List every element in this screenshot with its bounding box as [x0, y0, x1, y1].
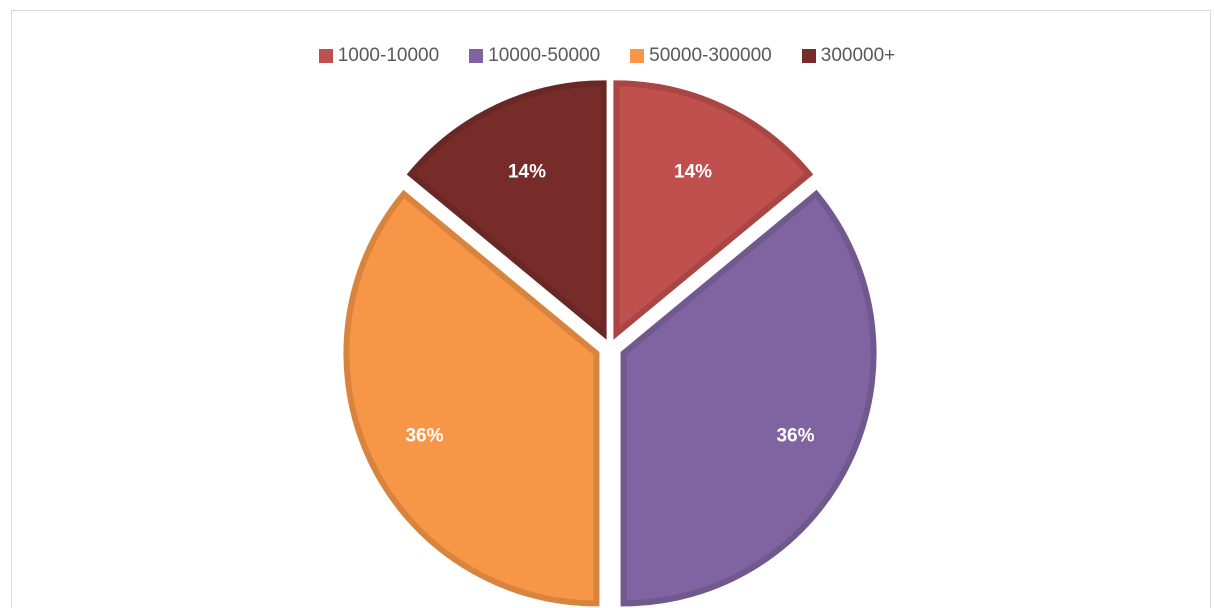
legend-swatch [469, 49, 484, 63]
legend-swatch [801, 49, 816, 63]
legend-item-50000-300000: 50000-300000 [630, 45, 772, 67]
slice-1000-10000 [613, 80, 814, 340]
legend-item-1000-10000: 1000-10000 [318, 45, 440, 67]
slice-300000-plus [406, 80, 607, 340]
chart-legend: 1000-10000 10000-50000 50000-300000 3000… [0, 45, 1214, 67]
legend-label: 10000-50000 [488, 45, 601, 66]
slice-50000-300000 [343, 189, 600, 607]
data-label: 36% [776, 425, 814, 446]
legend-item-10000-50000: 10000-50000 [469, 45, 600, 67]
slice-10000-50000 [620, 189, 877, 607]
data-label: 14% [508, 162, 546, 183]
data-label: 36% [405, 425, 443, 446]
chart-area [11, 10, 1211, 608]
legend-swatch [630, 49, 645, 63]
legend-label: 300000+ [820, 45, 896, 66]
legend-item-300000-plus: 300000+ [801, 45, 896, 67]
legend-label: 1000-10000 [337, 45, 440, 66]
legend-label: 50000-300000 [649, 45, 772, 66]
data-label: 14% [674, 162, 712, 183]
legend-swatch [318, 49, 333, 63]
